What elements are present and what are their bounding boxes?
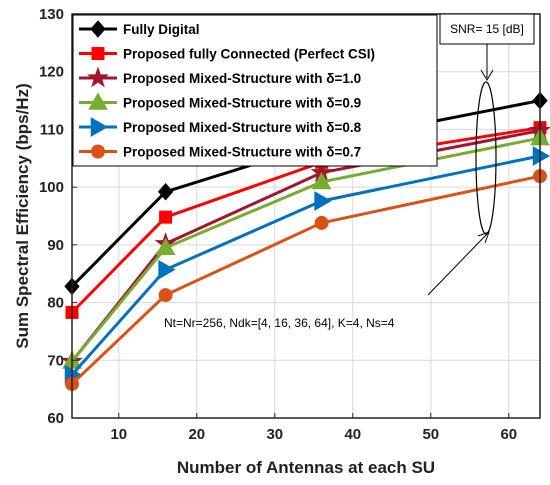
x-tick-label: 60 bbox=[500, 426, 517, 443]
y-tick-label: 110 bbox=[40, 121, 64, 138]
legend-entry: Proposed Mixed-Structure with δ=0.9 bbox=[79, 92, 361, 111]
axis-ticks: 10 20 30 40 50 60 60 70 80 90 100 110 120 130 bbox=[39, 6, 517, 443]
x-tick-label: 20 bbox=[188, 426, 205, 443]
data-point bbox=[314, 215, 329, 230]
y-axis-label: Sum Spectral Efficiency (bps/Hz) bbox=[13, 83, 32, 348]
legend-entry: Proposed Mixed-Structure with δ=0.8 bbox=[79, 117, 362, 137]
y-tick-label: 60 bbox=[47, 410, 64, 427]
x-tick-label: 50 bbox=[422, 426, 439, 443]
highlight-ellipse bbox=[475, 81, 497, 235]
legend-entry: Proposed Mixed-Structure with δ=0.7 bbox=[79, 144, 361, 160]
y-tick-label: 130 bbox=[39, 6, 64, 23]
legend-entry: Fully Digital bbox=[79, 20, 200, 38]
params-arrowhead bbox=[477, 231, 490, 244]
data-point bbox=[158, 288, 173, 303]
legend-swatch-marker bbox=[91, 47, 105, 60]
legend-label: Fully Digital bbox=[123, 22, 200, 37]
legend-label: Proposed Mixed-Structure with δ=1.0 bbox=[123, 71, 361, 86]
legend-swatch-marker bbox=[87, 66, 109, 88]
x-axis-label: Number of Antennas at each SU bbox=[177, 458, 435, 477]
legend-label: Proposed Mixed-Structure with δ=0.8 bbox=[123, 120, 362, 135]
data-point bbox=[314, 191, 332, 211]
data-point bbox=[311, 171, 332, 190]
legend: Fully Digital Proposed fully Connected (P… bbox=[72, 14, 438, 167]
legend-swatch-marker bbox=[88, 92, 108, 110]
y-tick-label: 70 bbox=[47, 352, 64, 369]
series-line bbox=[70, 174, 541, 386]
snr-arrowhead bbox=[480, 69, 494, 81]
annotations: SNR= 15 [dB] Nt=Nr=256, Ndk=[4, 16, 36, … bbox=[164, 13, 535, 330]
y-tick-label: 100 bbox=[39, 179, 64, 196]
y-tick-label: 90 bbox=[47, 237, 64, 254]
legend-entry: Proposed fully Connected (Perfect CSI) bbox=[79, 47, 375, 62]
data-point bbox=[159, 210, 173, 224]
data-point bbox=[532, 146, 550, 166]
legend-label: Proposed fully Connected (Perfect CSI) bbox=[123, 47, 375, 62]
legend-label: Proposed Mixed-Structure with δ=0.7 bbox=[123, 145, 361, 160]
params-annotation: Nt=Nr=256, Ndk=[4, 16, 36, 64], K=4, Ns=… bbox=[164, 316, 395, 330]
data-point bbox=[158, 259, 176, 280]
y-tick-label: 120 bbox=[39, 64, 64, 81]
legend-swatch-marker bbox=[90, 20, 106, 38]
x-tick-label: 10 bbox=[110, 426, 127, 443]
plot-frame bbox=[71, 13, 541, 419]
data-point bbox=[157, 183, 174, 201]
data-point bbox=[155, 237, 176, 255]
legend-swatch-marker bbox=[91, 144, 105, 159]
snr-annotation: SNR= 15 [dB] bbox=[450, 22, 524, 36]
y-tick-label: 80 bbox=[47, 295, 64, 312]
x-tick-label: 30 bbox=[266, 426, 283, 443]
series-4 bbox=[64, 146, 550, 385]
x-tick-label: 40 bbox=[344, 426, 361, 443]
legend-entry: Proposed Mixed-Structure with δ=1.0 bbox=[79, 66, 361, 88]
legend-swatch-marker bbox=[90, 117, 109, 137]
params-arrow bbox=[427, 233, 488, 296]
legend-label: Proposed Mixed-Structure with δ=0.9 bbox=[123, 96, 361, 111]
series-line bbox=[70, 154, 541, 376]
legend-box bbox=[72, 14, 438, 167]
